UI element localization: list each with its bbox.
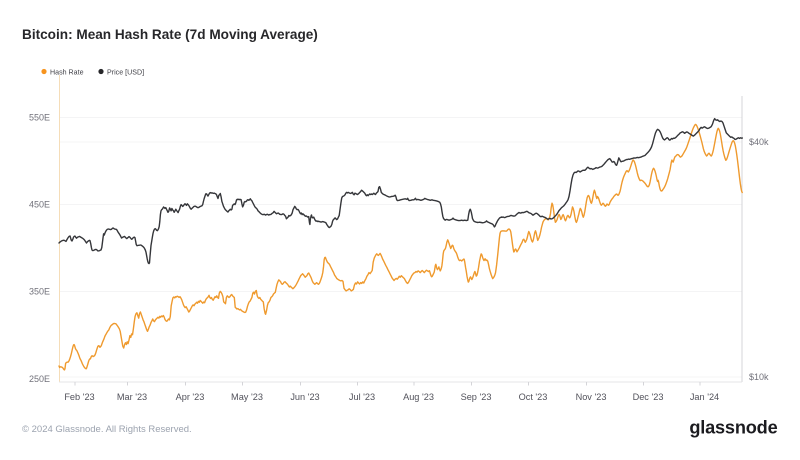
svg-text:$40k: $40k [749, 137, 769, 147]
svg-text:Nov '23: Nov '23 [576, 392, 607, 402]
svg-text:Sep '23: Sep '23 [461, 392, 492, 402]
svg-text:© 2024 Glassnode. All Rights R: © 2024 Glassnode. All Rights Reserved. [22, 424, 192, 435]
svg-text:350E: 350E [29, 287, 50, 297]
svg-text:Oct '23: Oct '23 [519, 392, 548, 402]
svg-text:$10k: $10k [749, 372, 769, 382]
svg-text:Jan '24: Jan '24 [690, 392, 719, 402]
svg-text:Price [USD]: Price [USD] [107, 68, 144, 76]
svg-text:Bitcoin: Mean Hash Rate (7d Mo: Bitcoin: Mean Hash Rate (7d Moving Avera… [22, 27, 318, 42]
svg-text:450E: 450E [29, 200, 50, 210]
svg-text:glassnode: glassnode [689, 418, 777, 438]
svg-text:Jun '23: Jun '23 [290, 392, 319, 402]
svg-text:550E: 550E [29, 113, 50, 123]
svg-text:Aug '23: Aug '23 [403, 392, 434, 402]
svg-text:250E: 250E [29, 374, 50, 384]
svg-text:Dec '23: Dec '23 [633, 392, 664, 402]
svg-text:May '23: May '23 [231, 392, 263, 402]
svg-text:Hash Rate: Hash Rate [50, 68, 84, 76]
svg-text:Feb '23: Feb '23 [64, 392, 94, 402]
svg-text:Apr '23: Apr '23 [176, 392, 205, 402]
svg-text:Jul '23: Jul '23 [349, 392, 375, 402]
svg-text:Mar '23: Mar '23 [117, 392, 147, 402]
